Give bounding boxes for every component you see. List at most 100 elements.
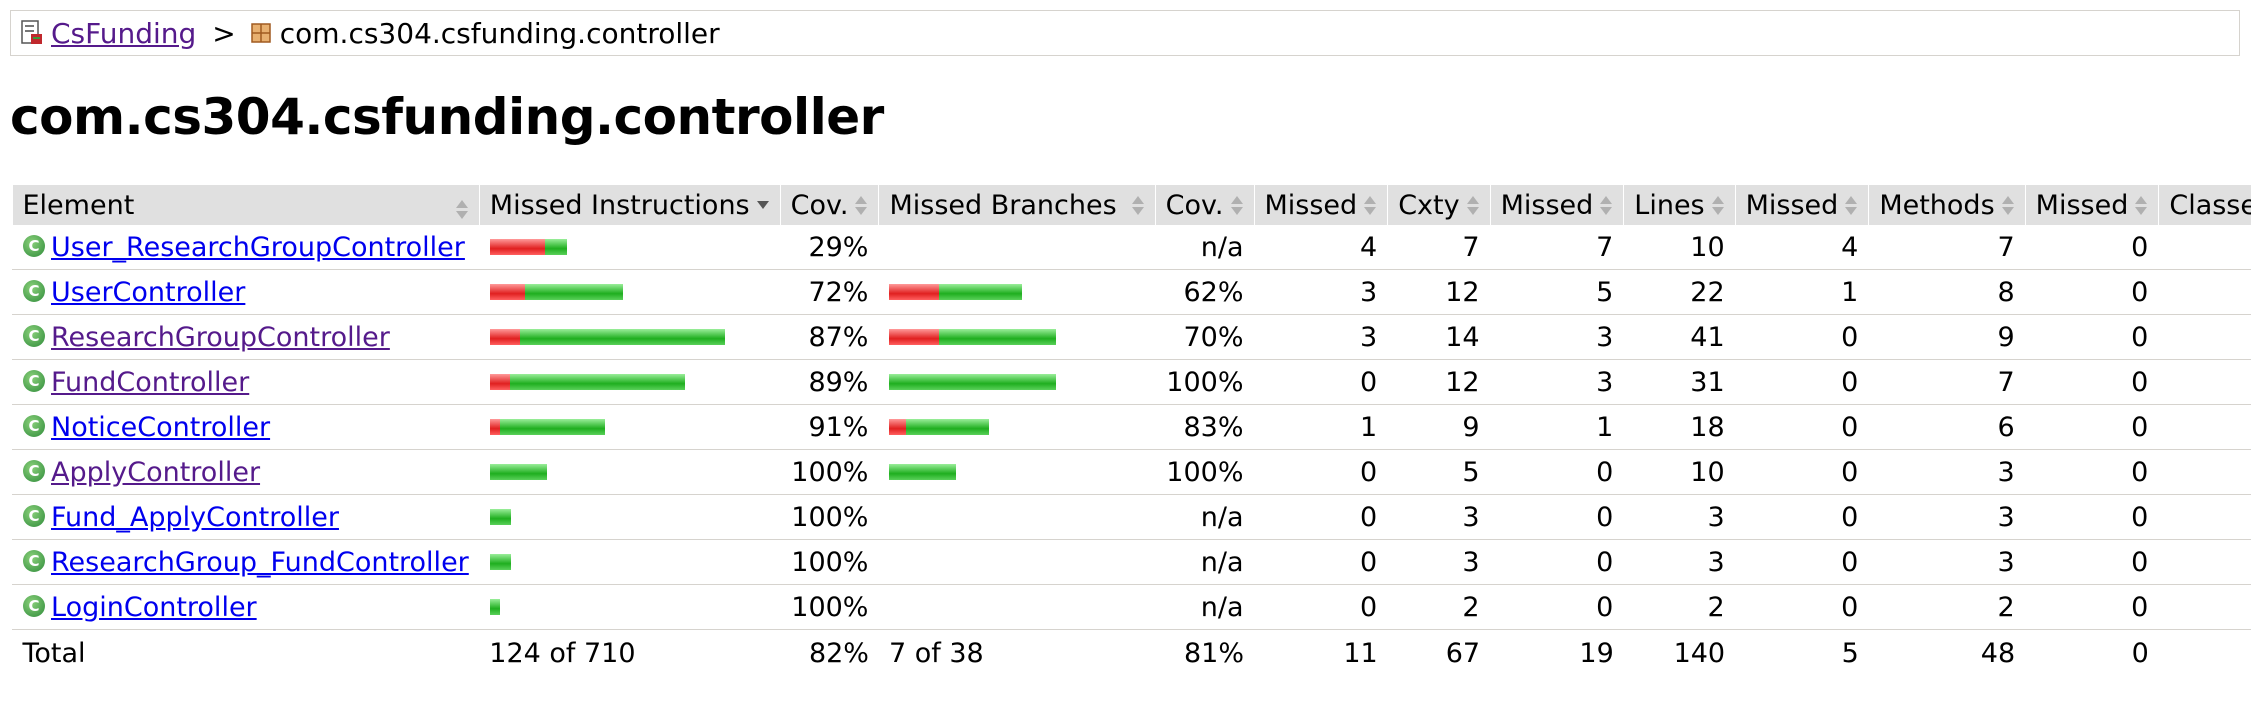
col-header-label: Lines [1634, 189, 1705, 221]
missed-methods-cell: 0 [1734, 314, 1869, 360]
instr-coverage-cell: 72% [779, 269, 879, 315]
coverage-bar [489, 238, 770, 256]
coverage-bar [889, 283, 1144, 301]
lines-cell: 31 [1623, 359, 1736, 405]
missed-branches-cell [878, 584, 1156, 630]
missed-classes-cell: 0 [2024, 449, 2159, 495]
missed-instructions-cell [478, 494, 781, 540]
coverage-bar [889, 418, 1144, 436]
total-classes: 9 [2159, 630, 2251, 677]
missed-bar-segment [489, 374, 510, 390]
col-header-instr-coverage[interactable]: Cov. [779, 185, 879, 225]
col-header-complexity[interactable]: Cxty [1387, 185, 1491, 225]
col-header-label: Missed [1500, 189, 1594, 221]
covered-bar-segment [524, 284, 623, 300]
col-header-missed-methods[interactable]: Missed [1734, 185, 1869, 225]
branch-coverage-cell: n/a [1154, 584, 1254, 630]
missed-lines-cell: 7 [1489, 225, 1624, 270]
missed-branches-cell [878, 404, 1156, 450]
element-link[interactable]: ResearchGroup_FundController [51, 546, 469, 578]
col-header-lines[interactable]: Lines [1623, 185, 1736, 225]
col-header-label: Cxty [1398, 189, 1460, 221]
element-link[interactable]: FundController [51, 366, 250, 398]
col-header-element[interactable]: Element [12, 185, 480, 225]
missed-bar-segment [889, 284, 940, 300]
sort-icon [1131, 195, 1145, 217]
covered-bar-segment [939, 329, 1057, 345]
methods-cell: 3 [1868, 449, 2026, 495]
lines-cell: 22 [1623, 269, 1736, 315]
col-header-missed-lines[interactable]: Missed [1489, 185, 1624, 225]
lines-cell: 10 [1623, 449, 1736, 495]
missed-classes-cell: 0 [2024, 269, 2159, 315]
breadcrumb-root-link[interactable]: CsFunding [51, 16, 197, 50]
missed-branches-cell [878, 359, 1156, 405]
col-header-label: Missed [1264, 189, 1358, 221]
covered-bar-segment [509, 374, 685, 390]
coverage-table: Element Missed Instructions Cov. Missed … [12, 185, 2251, 676]
complexity-cell: 5 [1387, 449, 1491, 495]
col-header-missed-branches[interactable]: Missed Branches [878, 185, 1156, 225]
missed-branches-cell [878, 314, 1156, 360]
sort-icon [1363, 195, 1377, 217]
col-header-missed-instructions[interactable]: Missed Instructions [478, 185, 781, 225]
missed-complexity-cell: 4 [1253, 225, 1388, 270]
missed-branches-cell [878, 225, 1156, 270]
branch-coverage-cell: 83% [1154, 404, 1254, 450]
branch-coverage-cell: n/a [1154, 225, 1254, 270]
table-row: C User_ResearchGroupController 29% n/a 4 7 7 10… [12, 225, 2251, 270]
sort-icon [1599, 195, 1613, 217]
element-link[interactable]: ResearchGroupController [51, 321, 390, 353]
sort-icon [455, 199, 469, 221]
col-header-label: Missed Branches [889, 189, 1117, 221]
element-cell: C ResearchGroup_FundController [12, 539, 480, 585]
branch-coverage-cell: 100% [1154, 359, 1254, 405]
lines-cell: 3 [1623, 494, 1736, 540]
methods-cell: 3 [1868, 494, 2026, 540]
col-header-methods[interactable]: Methods [1868, 185, 2026, 225]
element-link[interactable]: UserController [51, 276, 246, 308]
coverage-bar [489, 553, 770, 571]
col-header-missed-classes[interactable]: Missed [2024, 185, 2159, 225]
missed-lines-cell: 0 [1489, 494, 1624, 540]
instr-coverage-cell: 100% [779, 449, 879, 495]
col-header-label: Missed Instructions [489, 189, 750, 221]
instr-coverage-cell: 100% [779, 539, 879, 585]
col-header-missed-complexity[interactable]: Missed [1253, 185, 1388, 225]
element-link[interactable]: NoticeController [51, 411, 271, 443]
missed-lines-cell: 3 [1489, 314, 1624, 360]
total-missed-methods: 5 [1841, 637, 1859, 669]
element-link[interactable]: ApplyController [51, 456, 261, 488]
classes-cell: 1 [2158, 584, 2251, 630]
sort-icon [854, 195, 868, 217]
col-header-classes[interactable]: Classes [2158, 185, 2251, 225]
classes-cell: 1 [2158, 494, 2251, 540]
element-link[interactable]: LoginController [51, 591, 257, 623]
missed-methods-cell: 0 [1734, 584, 1869, 630]
total-missed-complexity: 11 [1343, 637, 1378, 669]
missed-classes-cell: 0 [2024, 314, 2159, 360]
col-header-branch-coverage[interactable]: Cov. [1154, 185, 1254, 225]
missed-methods-cell: 0 [1734, 494, 1869, 540]
element-link[interactable]: User_ResearchGroupController [51, 231, 465, 263]
col-header-label: Cov. [1165, 189, 1224, 221]
missed-classes-cell: 0 [2024, 225, 2159, 270]
total-label: Total [22, 637, 86, 669]
missed-complexity-cell: 3 [1253, 269, 1388, 315]
missed-classes-cell: 0 [2024, 359, 2159, 405]
coverage-bar [489, 463, 770, 481]
missed-lines-cell: 1 [1489, 404, 1624, 450]
missed-methods-cell: 0 [1734, 449, 1869, 495]
col-header-label: Element [22, 189, 135, 221]
class-icon: C [23, 415, 45, 437]
missed-branches-cell [878, 449, 1156, 495]
covered-bar-segment [489, 599, 500, 615]
methods-cell: 6 [1868, 404, 2026, 450]
breadcrumb: CsFunding > com.cs304.csfunding.controll… [10, 10, 2240, 56]
total-instructions: 124 of 710 [489, 637, 636, 669]
covered-bar-segment [519, 329, 725, 345]
element-link[interactable]: Fund_ApplyController [51, 501, 339, 533]
